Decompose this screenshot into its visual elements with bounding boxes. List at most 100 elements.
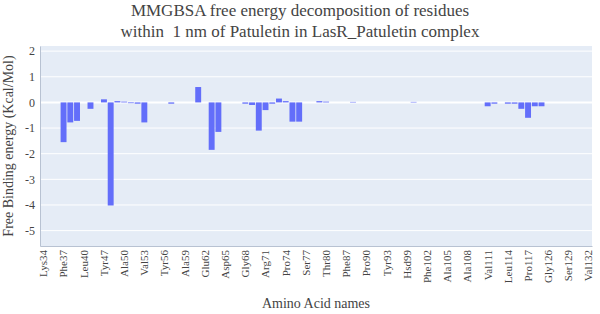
y-tick-label: -2 — [25, 147, 35, 161]
bar — [384, 102, 390, 103]
grid-line — [40, 204, 592, 205]
bar — [128, 102, 134, 104]
bar — [323, 101, 329, 103]
bar — [586, 102, 592, 103]
bar — [565, 102, 571, 103]
bar — [175, 102, 181, 103]
bar — [88, 102, 94, 108]
bar — [411, 101, 417, 103]
title-line: within 1 nm of Patuletin in LasR_Patulet… — [121, 22, 480, 41]
y-tick-label: 2 — [29, 44, 35, 58]
y-tick-label: -1 — [25, 121, 35, 135]
bar — [215, 102, 221, 131]
plot-background — [40, 46, 592, 246]
y-tick: -5 — [25, 224, 35, 238]
bar — [162, 102, 168, 103]
bar — [491, 102, 497, 103]
x-tick-label: Ala108 — [461, 250, 473, 283]
x-tick: Arg71 — [259, 250, 271, 278]
bar — [269, 102, 275, 103]
x-tick-label: Leu40 — [78, 250, 90, 279]
bar — [364, 102, 370, 103]
x-tick-label: Tyr93 — [381, 250, 393, 277]
bar — [559, 102, 565, 103]
x-tick-label: Phe102 — [421, 250, 433, 283]
bar — [276, 99, 282, 103]
bar — [114, 101, 120, 102]
x-tick: Tyr47 — [98, 250, 110, 277]
x-tick: Pro74 — [280, 250, 292, 277]
x-tick: Ala108 — [461, 250, 473, 283]
x-axis: Lys34Phe37Leu40Tyr47Ala50Val53Tyr56Ala59… — [37, 247, 594, 284]
x-tick-label: Ala50 — [118, 250, 130, 277]
x-tick-label: Tyr56 — [158, 250, 170, 277]
grid — [40, 51, 592, 230]
bar — [202, 102, 208, 103]
bar — [390, 102, 396, 103]
bar — [512, 102, 518, 103]
bar — [148, 102, 154, 103]
y-tick-label: -3 — [25, 173, 35, 187]
bar — [343, 102, 349, 103]
plot: -5-4-3-2-1012Lys34Phe37Leu40Tyr47Ala50Va… — [25, 44, 594, 283]
y-tick-label: -4 — [25, 198, 35, 212]
bar — [182, 102, 188, 103]
bar — [505, 102, 511, 103]
bars — [61, 87, 545, 205]
bar — [229, 102, 235, 103]
x-tick: Gly68 — [239, 250, 251, 278]
x-tick-label: Hsd99 — [401, 250, 413, 279]
bar — [263, 102, 269, 110]
x-tick-label: Val111 — [482, 250, 494, 280]
bar — [155, 102, 161, 103]
x-tick-label: Gly68 — [239, 250, 251, 278]
chart: MMGBSA free energy decomposition of resi… — [0, 0, 600, 314]
bar — [296, 102, 302, 121]
x-tick: Val111 — [482, 250, 494, 280]
bar — [47, 102, 53, 103]
bar — [518, 102, 524, 108]
bar — [357, 102, 363, 103]
x-tick: Glu62 — [199, 250, 211, 278]
bar — [256, 102, 262, 130]
x-tick: Asp65 — [219, 250, 231, 279]
y-axis-line — [40, 47, 41, 247]
x-tick: Phe37 — [57, 250, 69, 278]
bar — [81, 102, 87, 103]
y-tick-label: 1 — [29, 70, 35, 84]
x-tick: Ala50 — [118, 250, 130, 277]
bar — [168, 102, 174, 103]
x-tick: Phe87 — [340, 250, 352, 278]
x-tick: Val132 — [582, 250, 594, 281]
bar — [249, 102, 255, 105]
grid-line — [40, 230, 592, 231]
x-tick: Tyr56 — [158, 250, 170, 277]
x-tick-label: Asp65 — [219, 250, 231, 279]
bar — [121, 101, 127, 103]
bar — [458, 102, 464, 103]
bar — [67, 102, 73, 122]
x-tick-label: Thr80 — [320, 250, 332, 277]
x-tick-label: Ser77 — [300, 250, 312, 276]
bar — [141, 102, 147, 122]
bar — [579, 102, 585, 103]
bar — [108, 102, 114, 205]
bar — [471, 102, 477, 103]
bar — [101, 99, 107, 102]
bar — [40, 102, 46, 103]
x-tick: Ala59 — [179, 250, 191, 277]
x-tick: Ala105 — [441, 250, 453, 283]
bar — [209, 102, 215, 149]
bar — [310, 102, 316, 103]
x-tick: Leu40 — [78, 250, 90, 279]
bar — [54, 102, 60, 103]
x-axis-line — [41, 246, 593, 247]
bar — [350, 101, 356, 103]
y-tick: -2 — [25, 147, 35, 161]
y-axis: -5-4-3-2-1012 — [25, 44, 41, 246]
x-tick: Pro117 — [522, 250, 534, 282]
bar — [404, 102, 410, 103]
x-tick: Tyr93 — [381, 250, 393, 277]
y-tick: -3 — [25, 173, 35, 187]
grid-line — [40, 51, 592, 52]
